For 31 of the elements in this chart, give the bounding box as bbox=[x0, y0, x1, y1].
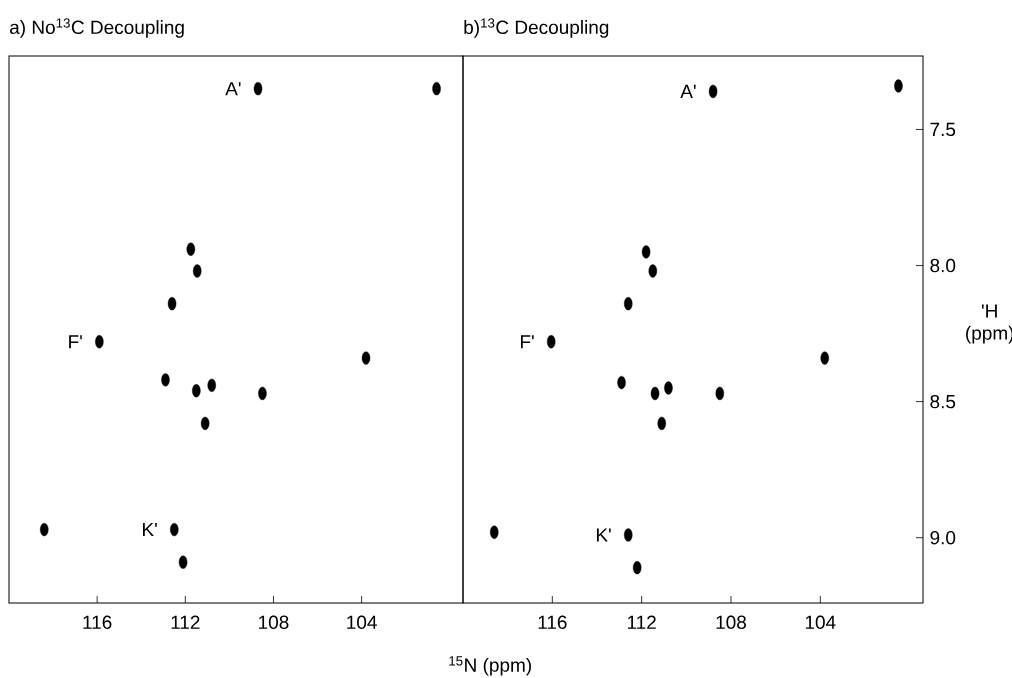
annotation: F' bbox=[520, 335, 534, 349]
point bbox=[708, 84, 718, 98]
x-tick-label: 112 bbox=[627, 615, 656, 629]
annotation: K' bbox=[596, 528, 611, 542]
x-tick-label: 108 bbox=[716, 615, 746, 629]
point bbox=[200, 416, 210, 430]
annotation: F' bbox=[69, 335, 82, 349]
point bbox=[178, 555, 188, 569]
y-tick-label: 8.0 bbox=[930, 258, 956, 273]
annotation: A' bbox=[680, 84, 696, 98]
y-tick-label: 7.5 bbox=[930, 122, 956, 137]
x-tick-label: 112 bbox=[171, 615, 200, 629]
annotation: K' bbox=[143, 523, 157, 537]
point bbox=[641, 245, 651, 259]
point bbox=[186, 242, 196, 256]
y-tick-label: 8.5 bbox=[930, 394, 956, 409]
x-tick-label: 104 bbox=[347, 615, 377, 629]
x-tick-label: 104 bbox=[805, 615, 836, 629]
point bbox=[167, 297, 177, 311]
y-tick-label: 9.0 bbox=[930, 530, 956, 545]
point bbox=[253, 82, 263, 96]
x-tick-label: 116 bbox=[83, 615, 112, 629]
x-tick-label: 116 bbox=[538, 615, 567, 629]
point bbox=[632, 561, 642, 575]
point bbox=[648, 264, 658, 278]
x-tick-label: 108 bbox=[259, 615, 289, 629]
point bbox=[361, 351, 371, 365]
chart-title: b)$^{13}$C Decoupling bbox=[464, 18, 609, 38]
annotation: A' bbox=[225, 82, 241, 96]
chart-title: a) No$^{13}$C Decoupling bbox=[10, 18, 184, 38]
x-axis-title: $^{15}$N (ppm) bbox=[449, 656, 531, 676]
